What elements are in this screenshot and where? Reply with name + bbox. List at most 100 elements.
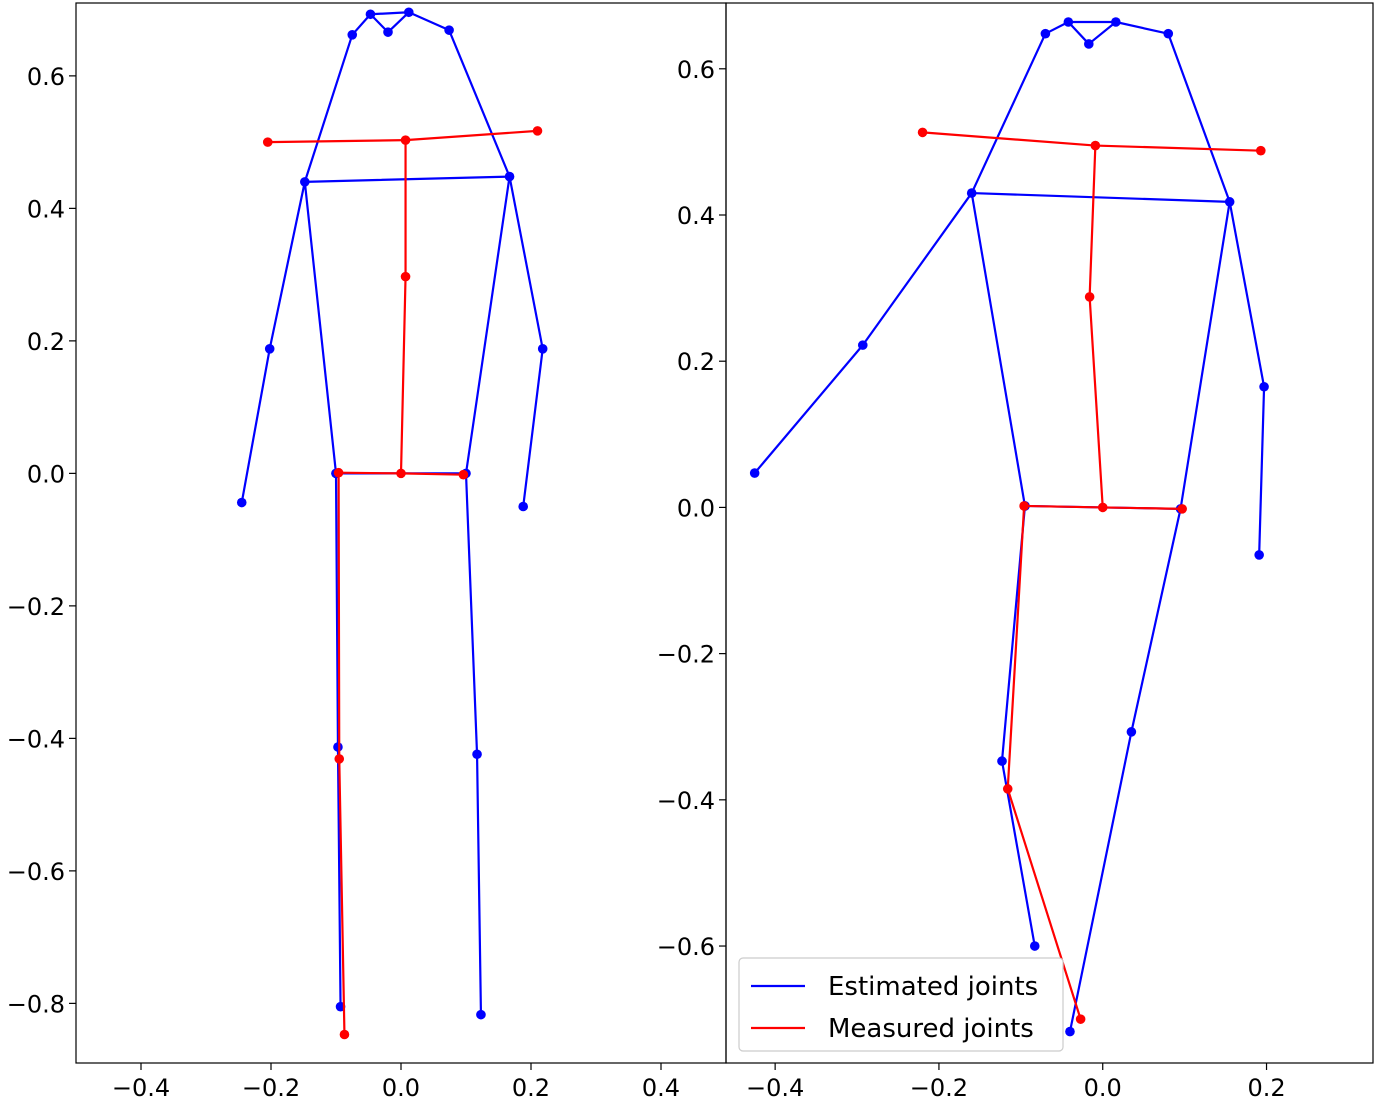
series-estimated xyxy=(236,7,548,1020)
bone-rhip-rknee xyxy=(1006,504,1026,790)
bone-lhip-lknee xyxy=(464,472,479,756)
bone-lknee-lankle xyxy=(1068,730,1133,1033)
bone-relbow-rwrist xyxy=(753,344,864,475)
joint-rknee xyxy=(1002,784,1013,794)
bone-lhip-lshoulder xyxy=(464,175,511,475)
joint-leye xyxy=(404,7,414,18)
joint-rankle xyxy=(339,1029,350,1040)
series-measured xyxy=(917,127,1266,1024)
joint-neck xyxy=(400,135,411,145)
joint-rknee xyxy=(333,742,343,752)
bone-reye-leye xyxy=(369,11,410,16)
y-tick-label: 0.0 xyxy=(27,460,65,488)
joint-lankle xyxy=(1065,1026,1075,1037)
y-tick-label: 0.0 xyxy=(677,494,715,522)
bone-rknee-rankle xyxy=(336,745,342,1008)
y-tick-label: −0.2 xyxy=(657,641,715,669)
right-panel: −0.4 −0.2 0.0 0.2 −0.6 −0.4 −0.2 0.0 0.2 0.4 0.6 Es… xyxy=(657,2,1374,1102)
y-tick-label: 0.6 xyxy=(27,63,65,91)
y-tick-label: −0.8 xyxy=(7,990,65,1018)
y-tick-label: 0.4 xyxy=(677,202,715,230)
bone-rhip-pelvis xyxy=(337,471,403,475)
bone-rshoulder-rear xyxy=(303,33,354,183)
joint-rwrist xyxy=(749,468,760,478)
bone-rshoulder-neck xyxy=(266,139,407,144)
bone-rshoulder-neck xyxy=(921,131,1097,147)
joint-reye xyxy=(365,9,376,20)
joint-reye xyxy=(1063,17,1074,27)
x-tick-label: 0.0 xyxy=(1084,1074,1122,1102)
joint-nose xyxy=(1084,39,1094,49)
joint-rhip xyxy=(1019,501,1029,511)
joint-rshoulder xyxy=(917,127,928,138)
bone-rhip-rshoulder xyxy=(303,180,338,475)
joint-lshoulder xyxy=(1224,197,1235,207)
joint-rear xyxy=(347,30,358,40)
y-tick-label: −0.2 xyxy=(7,593,65,621)
y-tick-label: 0.2 xyxy=(27,328,65,356)
joint-nose xyxy=(383,27,393,37)
joint-lhip xyxy=(458,469,469,480)
bone-lelbow-lwrist xyxy=(522,347,544,508)
left-panel: −0.4 −0.2 0.0 0.2 0.4 −0.8 −0.6 −0.4 −0.2 0.0 0.2 0… xyxy=(7,2,727,1102)
bone-rshoulder-rear xyxy=(970,32,1047,195)
y-tick-label: −0.6 xyxy=(7,858,65,886)
bone-rhip-pelvis xyxy=(1023,504,1104,509)
x-tick-label: −0.4 xyxy=(112,1074,170,1102)
joint-rknee xyxy=(997,756,1007,766)
joint-lhip xyxy=(1177,504,1187,514)
joint-rshoulder xyxy=(300,177,310,187)
legend-label: Estimated joints xyxy=(828,972,1038,1002)
bone-pelvis-spine xyxy=(1088,295,1104,509)
joint-neck xyxy=(1090,140,1101,151)
bone-rhip-rknee xyxy=(334,472,340,749)
joint-spine xyxy=(1084,292,1095,302)
bone-reye-nose xyxy=(1067,20,1090,46)
bone-nose-leye xyxy=(1087,20,1117,46)
joint-lwrist xyxy=(1254,550,1264,560)
joint-rankle xyxy=(1029,941,1040,951)
bone-rhip-rshoulder xyxy=(970,191,1027,508)
joint-spine xyxy=(400,271,411,282)
joint-lankle xyxy=(476,1009,486,1020)
bone-lshoulder-lelbow xyxy=(508,175,544,350)
x-tick-label: −0.4 xyxy=(746,1074,804,1102)
joint-lelbow xyxy=(1259,381,1269,392)
bone-lhip-lknee xyxy=(1130,507,1182,733)
bone-lear-lshoulder xyxy=(448,29,511,178)
x-tick-label: 0.2 xyxy=(1247,1074,1285,1102)
x-tick-label: −0.2 xyxy=(242,1074,300,1102)
bone-rknee-rankle xyxy=(338,757,346,1036)
joint-rwrist xyxy=(236,497,247,508)
bone-lshoulder-lelbow xyxy=(1228,200,1266,388)
joint-rshoulder xyxy=(966,188,977,198)
joint-lshoulder xyxy=(532,126,543,136)
joint-relbow xyxy=(857,340,868,350)
joint-lelbow xyxy=(537,344,548,354)
bone-rhip-rknee xyxy=(337,471,341,761)
bone-rshoulder-lshoulder xyxy=(303,175,511,183)
y-tick-label: 0.2 xyxy=(677,348,715,376)
bone-rknee-rankle xyxy=(1006,787,1082,1021)
joint-lear xyxy=(444,25,454,35)
bone-neck-lshoulder xyxy=(404,129,539,142)
y-tick-label: 0.4 xyxy=(27,195,65,223)
x-tick-label: −0.2 xyxy=(910,1074,968,1102)
bone-pelvis-lhip xyxy=(399,472,465,476)
legend: Estimated joints Measured joints xyxy=(738,957,1064,1052)
series-measured xyxy=(262,126,543,1040)
bone-neck-lshoulder xyxy=(1094,144,1262,152)
joint-lshoulder xyxy=(504,171,515,182)
joint-rknee xyxy=(334,754,345,764)
joint-leye xyxy=(1111,17,1121,27)
bone-lear-lshoulder xyxy=(1167,32,1231,203)
joint-relbow xyxy=(264,344,275,354)
bone-leye-lear xyxy=(1114,20,1170,35)
axes-frame xyxy=(725,2,1374,1064)
joint-rear xyxy=(1040,28,1051,39)
joint-rhip xyxy=(333,467,344,478)
bone-pelvis-lhip xyxy=(1101,506,1184,510)
y-tick-label: 0.6 xyxy=(677,56,715,84)
y-tick-label: −0.4 xyxy=(7,725,65,753)
joint-lwrist xyxy=(518,501,528,512)
